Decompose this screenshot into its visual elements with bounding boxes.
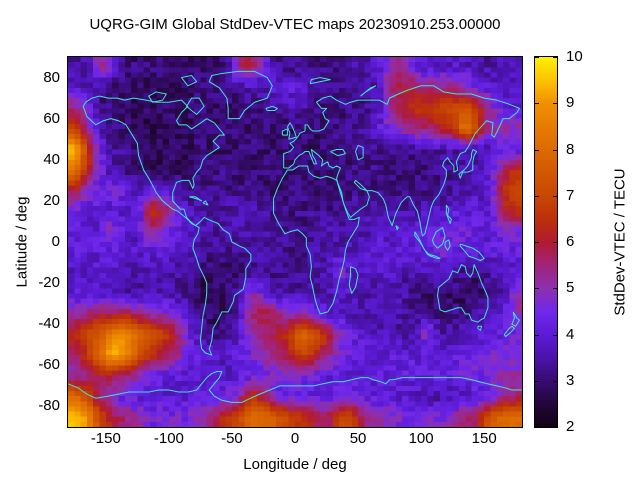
colorbar-tick-mark xyxy=(535,57,539,58)
colorbar-tick-mark xyxy=(535,242,539,243)
colorbar-tick-label: 3 xyxy=(566,371,575,389)
coastline-sumatra-java xyxy=(415,232,440,259)
coastline-svalbard xyxy=(310,78,330,84)
vtec-heatmap xyxy=(68,57,522,427)
y-tick-label: 20 xyxy=(43,191,60,209)
coastline-hispaniola xyxy=(203,201,208,205)
colorbar-tick-mark xyxy=(553,242,557,243)
y-tick-label: -80 xyxy=(38,397,60,415)
colorbar xyxy=(534,56,558,428)
colorbar-tick-mark xyxy=(553,334,557,336)
colorbar-tick-label: 7 xyxy=(566,186,575,204)
colorbar-axis-label: StdDev-VTEC / TECU xyxy=(611,168,629,316)
coastline-baffin-island xyxy=(187,98,205,114)
x-tick-label: -100 xyxy=(153,430,184,447)
colorbar-tick-mark xyxy=(535,380,539,382)
colorbar-tick-label: 10 xyxy=(566,48,583,65)
colorbar-tick-mark xyxy=(535,334,539,336)
coastline-united-kingdom xyxy=(287,123,296,139)
chart-title: UQRG-GIM Global StdDev-VTEC maps 2023091… xyxy=(89,16,501,33)
coastline-philippines xyxy=(446,205,451,224)
x-tick-label: 0 xyxy=(290,430,300,447)
coastline-greenland xyxy=(209,71,272,118)
coastline-sri-lanka xyxy=(396,226,399,230)
coastline-north-america xyxy=(83,96,224,226)
coastline-iceland xyxy=(266,106,277,110)
colorbar-tick-mark xyxy=(535,288,539,290)
x-axis-ticks: -150 -100 -50 0 50 100 150 xyxy=(67,431,523,449)
colorbar-tick-mark xyxy=(553,57,557,58)
coastline-caspian-sea xyxy=(356,145,364,159)
coastline-ireland xyxy=(282,129,287,135)
x-tick-label: 150 xyxy=(471,430,497,447)
coastline-novaya-zemlya xyxy=(361,86,376,96)
coastline-ellesmere-island xyxy=(182,76,197,86)
x-tick-label: 50 xyxy=(349,430,367,447)
coastline-africa xyxy=(274,166,360,314)
colorbar-gradient xyxy=(535,57,557,427)
colorbar-tick-label: 2 xyxy=(566,418,575,435)
coastline-sulawesi xyxy=(445,240,450,250)
coastline-australia xyxy=(438,265,488,323)
y-tick-label: 60 xyxy=(43,109,60,127)
colorbar-tick-mark xyxy=(535,103,539,105)
colorbar-tick-mark xyxy=(553,426,557,427)
colorbar-tick-label: 5 xyxy=(566,279,575,297)
colorbar-tick-label: 9 xyxy=(566,94,575,112)
coastline-victoria-island xyxy=(149,92,167,102)
coastline-new-guinea xyxy=(460,244,484,260)
x-axis-label: Longitude / deg xyxy=(243,456,347,473)
colorbar-tick-mark xyxy=(553,149,557,151)
x-tick-label: -50 xyxy=(221,430,243,447)
coastline-south-america xyxy=(193,217,251,355)
y-tick-label: 80 xyxy=(43,68,60,86)
coastline-new-zealand-north xyxy=(512,312,520,326)
colorbar-tick-label: 4 xyxy=(566,325,575,343)
coastlines-overlay xyxy=(68,57,522,427)
y-tick-label: -20 xyxy=(38,274,60,292)
colorbar-tick-mark xyxy=(553,380,557,382)
coastline-antarctica xyxy=(68,372,522,403)
colorbar-tick-mark xyxy=(535,426,539,427)
coastline-black-sea xyxy=(330,150,345,156)
coastline-japan xyxy=(459,150,477,179)
y-tick-label: -40 xyxy=(38,315,60,333)
coastline-tasmania xyxy=(478,326,482,330)
colorbar-tick-mark xyxy=(535,195,539,197)
colorbar-tick-label: 8 xyxy=(566,140,575,158)
colorbar-tick-mark xyxy=(553,195,557,197)
coastline-cuba xyxy=(189,197,202,201)
x-tick-label: 100 xyxy=(408,430,434,447)
colorbar-tick-label: 6 xyxy=(566,233,575,250)
colorbar-tick-mark xyxy=(535,149,539,151)
y-tick-label: -60 xyxy=(38,356,60,374)
coastline-madagascar xyxy=(349,267,358,294)
y-tick-label: 40 xyxy=(43,150,60,168)
x-tick-label: -150 xyxy=(90,430,121,447)
map-plot-area xyxy=(67,56,523,428)
y-axis-ticks: 80 60 40 20 0 -20 -40 -60 -80 xyxy=(0,56,62,428)
colorbar-tick-labels: 2 3 4 5 6 7 8 9 10 xyxy=(566,49,606,435)
colorbar-tick-mark xyxy=(553,103,557,105)
coastline-new-zealand-south xyxy=(504,326,514,336)
coastline-eurasia xyxy=(284,86,520,236)
coastline-borneo xyxy=(432,228,445,249)
colorbar-tick-mark xyxy=(553,288,557,290)
y-tick-label: 0 xyxy=(51,233,60,250)
